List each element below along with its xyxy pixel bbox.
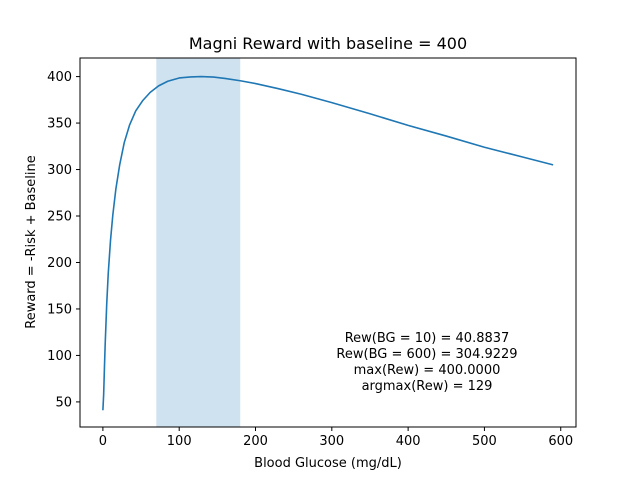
x-tick-label: 100 bbox=[167, 434, 192, 449]
y-axis-label: Reward = -Risk + Baseline bbox=[24, 155, 39, 328]
x-tick-label: 300 bbox=[319, 434, 344, 449]
x-tick-label: 600 bbox=[548, 434, 573, 449]
annotation-line: max(Rew) = 400.0000 bbox=[354, 363, 501, 378]
plot-frame bbox=[79, 57, 577, 428]
x-tick-label: 0 bbox=[99, 434, 107, 449]
x-tick-label: 200 bbox=[243, 434, 268, 449]
y-tick-label: 400 bbox=[47, 70, 72, 85]
annotation-line: Rew(BG = 600) = 304.9229 bbox=[336, 347, 517, 362]
y-tick-label: 350 bbox=[47, 117, 72, 132]
annotation-line: Rew(BG = 10) = 40.8837 bbox=[345, 331, 510, 346]
y-tick-label: 100 bbox=[47, 349, 72, 364]
x-tick-label: 500 bbox=[472, 434, 497, 449]
annotation-line: argmax(Rew) = 129 bbox=[362, 379, 493, 394]
normal-range-band bbox=[156, 58, 241, 427]
x-tick-label: 400 bbox=[396, 434, 421, 449]
y-tick-label: 150 bbox=[47, 302, 72, 317]
reward-line-0 bbox=[102, 75, 554, 411]
chart-title: Magni Reward with baseline = 400 bbox=[189, 34, 467, 53]
y-tick-label: 250 bbox=[47, 210, 72, 225]
y-tick-label: 50 bbox=[55, 395, 72, 410]
plot-area: 0 100 200 300 400 500 600 50 100 150 200 250 300 350 4… bbox=[47, 57, 577, 449]
y-tick-label: 300 bbox=[47, 163, 72, 178]
y-tick-label: 200 bbox=[47, 256, 72, 271]
x-axis-label: Blood Glucose (mg/dL) bbox=[254, 456, 402, 471]
